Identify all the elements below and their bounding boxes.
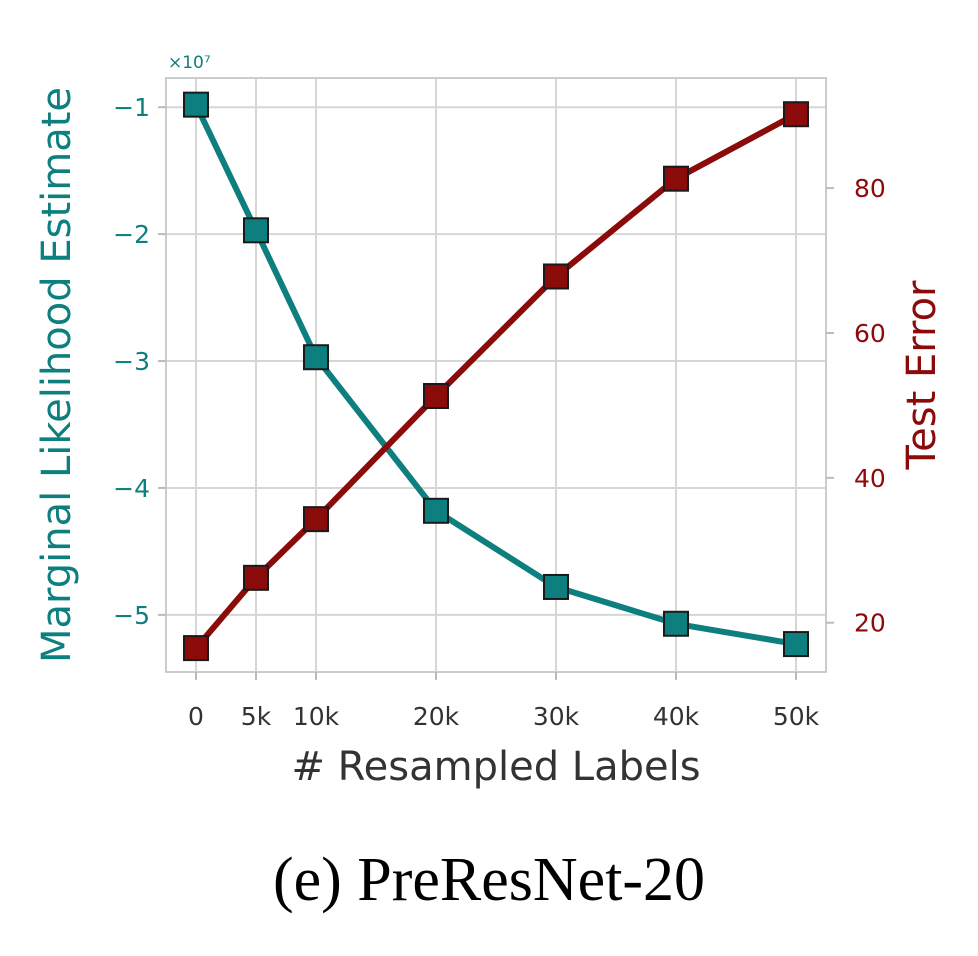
test-error-point: [303, 506, 329, 533]
left-tick-label: −5: [113, 601, 150, 630]
left-tick-label: −3: [113, 347, 150, 376]
x-tick-label: 50k: [773, 702, 820, 731]
series-markers: [183, 91, 809, 662]
x-tick-label: 40k: [653, 702, 700, 731]
test-error-point: [423, 383, 449, 410]
tick-labels: 0 5k 10k 20k 30k 40k 50k −1 −2 −3 −4 −5 20 40 60 80: [113, 93, 886, 731]
test-error-point: [543, 263, 569, 290]
marginal-likelihood-point: [243, 217, 269, 244]
x-tick-label: 5k: [241, 702, 272, 731]
marginal-likelihood-line: [193, 103, 797, 648]
series-lines: [193, 103, 798, 651]
test-error-point: [243, 564, 269, 591]
figure-caption: (e) PreResNet-20: [272, 846, 706, 914]
test-error-point: [663, 165, 689, 192]
test-error-point: [783, 101, 809, 128]
plot-frame: [165, 77, 827, 673]
x-tick-label: 0: [188, 702, 204, 731]
right-tick-label: 40: [854, 464, 886, 493]
left-axis-multiplier: ×10⁷: [168, 53, 211, 73]
right-tick-label: 80: [854, 174, 886, 203]
right-tick-label: 20: [854, 609, 886, 638]
marginal-likelihood-point: [783, 631, 809, 658]
marginal-likelihood-point: [183, 91, 209, 118]
chart: 0 5k 10k 20k 30k 40k 50k −1 −2 −3 −4 −5 20 40 60 80 ×10…: [34, 53, 945, 790]
left-tick-label: −2: [113, 220, 150, 249]
x-tick-label: 20k: [413, 702, 460, 731]
x-tick-label: 10k: [293, 702, 340, 731]
marginal-likelihood-point: [423, 497, 449, 524]
left-tick-label: −1: [113, 93, 150, 122]
marginal-likelihood-point: [303, 344, 329, 371]
marginal-likelihood-point: [543, 573, 569, 600]
left-axis-label: Marginal Likelihood Estimate: [34, 87, 80, 663]
test-error-line: [193, 111, 798, 651]
left-tick-label: −4: [113, 474, 150, 503]
x-tick-label: 30k: [533, 702, 580, 731]
right-tick-label: 60: [854, 319, 886, 348]
x-axis-label: # Resampled Labels: [291, 744, 700, 790]
right-axis-label: Test Error: [899, 280, 945, 471]
test-error-point: [183, 635, 209, 662]
marginal-likelihood-point: [663, 610, 689, 637]
